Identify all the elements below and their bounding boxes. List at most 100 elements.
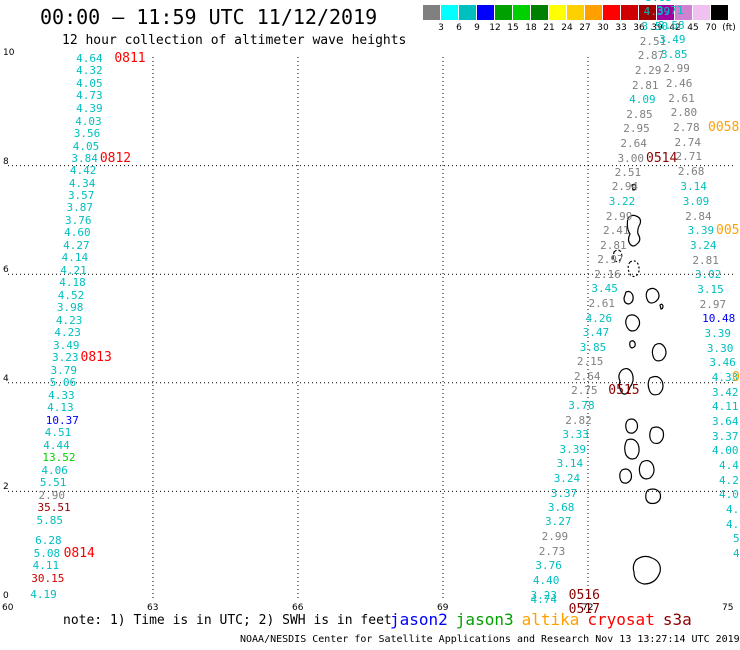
wave-height-value: 2.97: [699, 297, 727, 311]
wave-height-value: 4.4: [719, 458, 739, 472]
wave-height-value: 3.45: [591, 282, 618, 296]
wave-height-value: 2.46: [665, 77, 693, 91]
wave-height-value: 2.81: [632, 78, 659, 92]
wave-height-value: 3.39: [687, 224, 715, 238]
wave-height-value: 5.08: [33, 546, 61, 560]
wave-height-value: 4.23: [54, 326, 81, 340]
credit-line: NOAA/NESDIS Center for Satellite Applica…: [240, 634, 740, 645]
wave-height-value: 3.85: [579, 340, 607, 354]
island-outline: [625, 418, 639, 434]
color-swatch: [621, 5, 638, 20]
color-swatch: [513, 5, 530, 20]
wave-height-value: 3.83: [656, 0, 683, 2]
wave-height-value: 4.33: [711, 370, 739, 384]
chart-subtitle: 12 hour collection of altimeter wave hei…: [62, 33, 407, 48]
wave-height-value: 4.64: [76, 51, 103, 65]
wave-height-value: 4.14: [61, 251, 89, 265]
lon-tick-label: 63: [147, 603, 159, 613]
pass-time-label: 0813: [80, 350, 112, 366]
lat-tick-label: 6: [3, 265, 9, 276]
wave-height-value: 4.21: [60, 263, 87, 277]
pass-time-label: 0517: [568, 601, 600, 617]
island-outline: [612, 249, 623, 263]
wave-height-value: 3.85: [661, 47, 688, 61]
island-outline: [638, 459, 655, 480]
wave-height-value: 3.98: [56, 301, 84, 315]
island-outline: [651, 342, 667, 362]
wave-height-value: 5.06: [49, 376, 77, 390]
wave-height-value: 4.39: [643, 5, 671, 19]
color-swatch: [711, 5, 728, 20]
wave-height-value: 4.26: [585, 311, 613, 325]
wave-height-value: 3.47: [582, 325, 610, 339]
color-swatch: [693, 5, 710, 20]
wave-height-value: 3.24: [553, 471, 581, 485]
wave-height-value: 2.71: [675, 150, 703, 164]
legend-item-altika: altika: [521, 610, 580, 629]
coastline: [612, 183, 667, 585]
wave-height-value: 4.74: [530, 593, 558, 606]
wave-height-value: 3.37: [550, 486, 578, 500]
color-scale-label: 15: [507, 23, 519, 33]
color-swatch: [567, 5, 584, 20]
wave-height-value: 4: [733, 546, 740, 560]
wave-height-value: 4.52: [57, 288, 85, 302]
color-scale-label: 27: [579, 23, 591, 33]
wave-height-value: 4.18: [59, 276, 86, 290]
color-swatch: [441, 5, 458, 20]
wave-height-value: 2.64: [574, 369, 601, 383]
wave-height-value: 3.14: [680, 180, 707, 194]
wave-height-value: 2.80: [670, 106, 698, 120]
wave-height-value: 3.33: [562, 427, 589, 441]
wave-height-value: 2.82: [565, 413, 592, 427]
wave-height-value: 10.37: [45, 413, 79, 427]
island-outline: [625, 314, 641, 332]
wave-height-value: 3.71: [657, 3, 684, 17]
island-outline: [629, 340, 636, 349]
color-scale-label: 12: [489, 23, 501, 33]
wave-height-value: 4.34: [68, 176, 96, 190]
color-scale-label: 9: [474, 23, 480, 33]
wave-height-value: 2.94: [611, 180, 639, 194]
wave-height-value: 3.39: [704, 326, 732, 340]
island-outline: [626, 214, 642, 247]
wave-height-value: 3.58: [658, 18, 685, 32]
pass-time-label: 0058: [708, 120, 740, 136]
color-scale-label: 21: [543, 23, 555, 33]
color-scale-label: 33: [615, 23, 627, 33]
color-scale-label: 39: [651, 23, 663, 33]
wave-height-value: 3.23: [530, 588, 558, 602]
pass-time-label: 0814: [63, 545, 95, 561]
satellite-legend: jason2 jason3 altika cryosat s3a: [390, 610, 700, 629]
wave-height-value: 3.49: [52, 338, 80, 352]
pass-time-label: 0: [732, 369, 740, 385]
wave-height-value: 2.51: [639, 34, 667, 48]
wave-height-value: 13.52: [42, 451, 76, 465]
legend-item-jason2: jason2: [390, 610, 448, 629]
wave-height-value: 2.61: [588, 297, 616, 311]
color-swatch: [495, 5, 512, 20]
wave-height-value: 3.78: [568, 399, 595, 413]
lon-tick-label: 72: [582, 603, 594, 613]
color-scale-label: 45: [687, 23, 699, 33]
color-scale-label: 24: [561, 23, 573, 33]
lon-tick-label: 60: [2, 603, 14, 613]
color-swatch: [657, 5, 674, 20]
wave-height-value: 2.87: [637, 49, 665, 63]
wave-height-value: 2.74: [674, 135, 702, 149]
wave-height-value: 3.84: [71, 152, 98, 166]
wave-height-value: 35.51: [37, 501, 71, 515]
pass-time-label: 0516: [568, 587, 600, 603]
lon-tick-label: 69: [437, 603, 449, 613]
color-swatch: [423, 5, 440, 20]
island-outline: [647, 375, 664, 396]
wave-height-value: 4.2: [719, 473, 739, 487]
wave-height-value: 3.79: [50, 363, 78, 377]
island-outline: [624, 438, 640, 460]
lat-tick-label: 8: [3, 156, 9, 167]
wave-height-value: 4.33: [48, 388, 75, 402]
wave-height-value: 4.44: [43, 438, 70, 452]
color-scale-label: 18: [525, 23, 537, 33]
color-swatch: [675, 5, 692, 20]
wave-height-value: 3.30: [706, 341, 734, 355]
